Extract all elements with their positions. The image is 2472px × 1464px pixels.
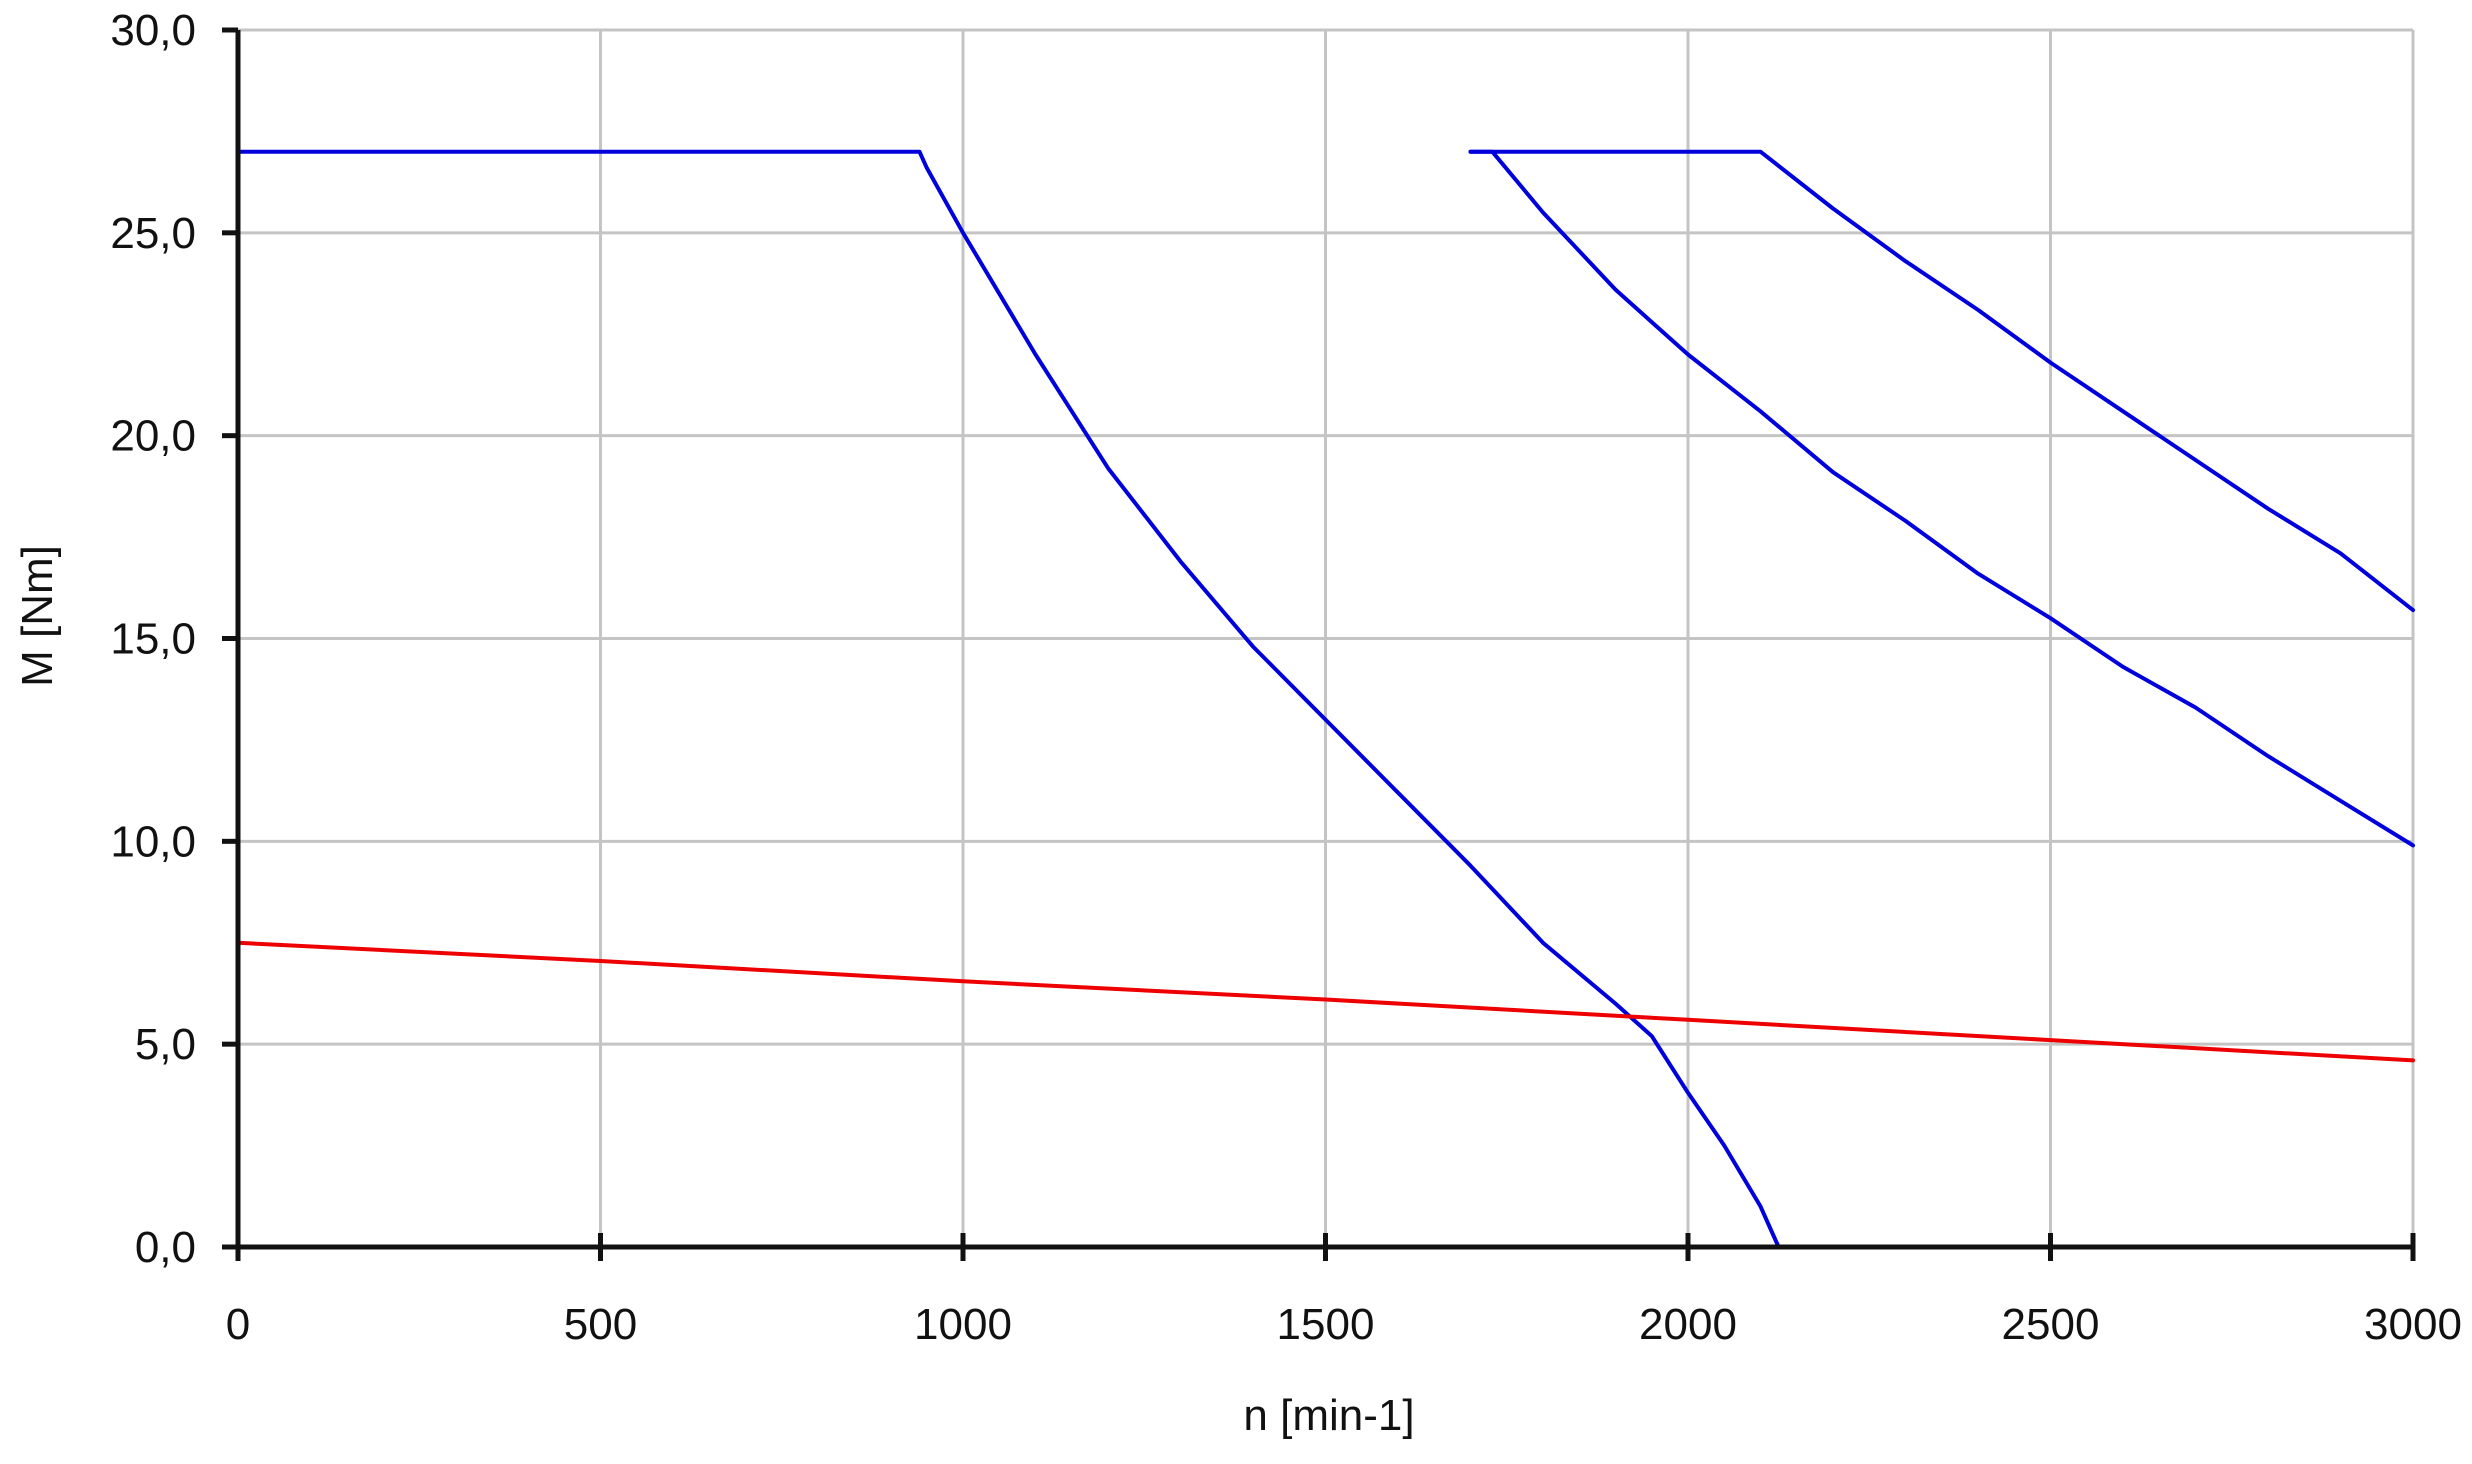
x-tick-labels: 0 500 1000 1500 2000 2500 3000 <box>226 1300 2462 1349</box>
y-tick-label: 30,0 <box>110 6 196 55</box>
series-line-3 <box>1468 149 2415 613</box>
series-line-1 <box>236 149 1781 1249</box>
grid-lines <box>238 28 2415 1247</box>
x-tick-label: 2500 <box>2002 1300 2100 1349</box>
series-line-4 <box>236 940 2415 1063</box>
series-lines <box>236 149 2415 1249</box>
x-tick-label: 500 <box>564 1300 637 1349</box>
x-axis-title: n [min-1] <box>1243 1391 1414 1440</box>
y-axis-title: M [Nm] <box>13 545 62 687</box>
y-tick-label: 0,0 <box>135 1223 196 1272</box>
x-tick-label: 3000 <box>2364 1300 2462 1349</box>
x-tick-label: 1000 <box>914 1300 1012 1349</box>
y-tick-label: 5,0 <box>135 1020 196 1069</box>
y-tick-label: 20,0 <box>110 412 196 461</box>
x-tick-label: 1500 <box>1277 1300 1375 1349</box>
series-line-2 <box>1468 149 2415 848</box>
y-tick-label: 10,0 <box>110 817 196 866</box>
y-tick-label: 15,0 <box>110 615 196 664</box>
y-tick-labels: 0,0 5,0 10,0 15,0 20,0 25,0 30,0 <box>110 6 196 1272</box>
x-tick-label: 2000 <box>1639 1300 1737 1349</box>
x-tick-label: 0 <box>226 1300 250 1349</box>
y-tick-label: 25,0 <box>110 209 196 258</box>
axes <box>222 27 2416 1261</box>
